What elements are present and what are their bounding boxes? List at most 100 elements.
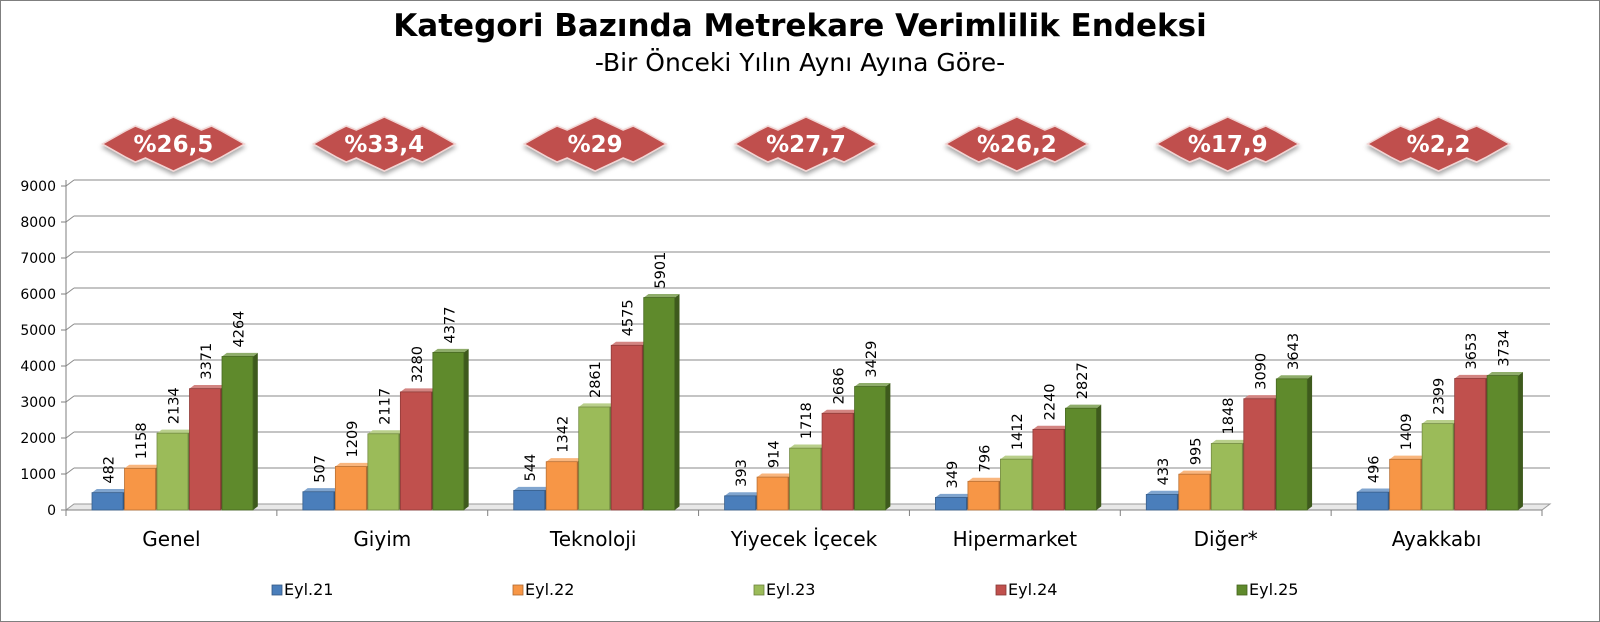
category-label: Teknoloji <box>549 527 637 551</box>
bar <box>821 412 854 511</box>
gridline-depth <box>65 359 75 367</box>
growth-badge-label: %26,5 <box>134 132 214 158</box>
growth-badge-label: %17,9 <box>1188 132 1268 158</box>
bar-value-label: 3371 <box>199 343 215 380</box>
legend-label: Eyl.21 <box>284 580 333 599</box>
bar-top <box>854 382 891 387</box>
bar-side <box>674 293 680 510</box>
bar-value-label: 349 <box>945 461 961 489</box>
bar-top <box>935 493 972 498</box>
bar <box>1000 458 1032 511</box>
y-tick-label: 4000 <box>20 359 56 375</box>
chart-subtitle: -Bir Önceki Yılın Aynı Ayına Göre- <box>594 48 1006 77</box>
bar-value-label: 2134 <box>167 387 183 424</box>
bar-top <box>546 458 583 462</box>
legend-swatch <box>271 584 283 596</box>
gridline-depth <box>65 467 75 475</box>
legend-swatch <box>995 584 1007 596</box>
bar <box>789 447 821 511</box>
bar <box>432 352 465 511</box>
category-label: Yiyecek İçecek <box>730 527 878 551</box>
bar-side <box>1307 375 1313 510</box>
growth-badge-label: %33,4 <box>344 132 424 158</box>
bars: 482 1158 2134 3371 4264 507 1209 2117 3280 4377 54… <box>91 252 1523 511</box>
growth-badge <box>522 116 668 172</box>
bar-value-label: 2240 <box>1042 383 1058 420</box>
bar <box>399 391 432 511</box>
bar <box>124 467 156 511</box>
bar-top <box>157 429 193 434</box>
growth-badges: %26,5 %33,4 %29 %27,7 %26,2 %17,9 %2,2 <box>100 116 1512 172</box>
bar-top <box>757 473 793 478</box>
bar-value-label: 3734 <box>1497 330 1513 367</box>
category-label: Ayakkabı <box>1392 527 1482 551</box>
bar-top <box>1276 375 1313 379</box>
bar <box>756 476 789 511</box>
growth-badge-label: %29 <box>568 132 623 158</box>
bar-value-label: 1412 <box>1010 413 1026 450</box>
growth-badge <box>944 116 1090 172</box>
bar-value-label: 496 <box>1367 455 1383 483</box>
bar-value-label: 1409 <box>1399 413 1415 450</box>
y-tick-label: 3000 <box>20 395 56 411</box>
growth-badge-label: %27,7 <box>766 132 846 158</box>
bar-value-label: 4575 <box>621 299 637 336</box>
legend-swatch <box>1236 584 1248 596</box>
growth-badge <box>311 116 457 172</box>
bar <box>1210 443 1243 511</box>
bar <box>1065 407 1097 511</box>
bar-top <box>1211 439 1248 444</box>
bar <box>334 466 367 511</box>
legend-label: Eyl.24 <box>1008 580 1057 599</box>
gridline-depth <box>65 179 75 187</box>
bar <box>643 297 676 511</box>
bar-value-label: 914 <box>767 440 783 468</box>
bar <box>578 406 611 511</box>
bar-top <box>92 489 128 493</box>
bar-top <box>1389 455 1426 460</box>
legend-label: Eyl.25 <box>1249 580 1298 599</box>
legend: Eyl.21 Eyl.22 Eyl.23 Eyl.24 Eyl.25 <box>271 580 1298 599</box>
gridline-depth <box>65 287 75 295</box>
growth-badge <box>100 116 246 172</box>
bar <box>513 490 546 511</box>
bar-top <box>967 477 1004 482</box>
bar <box>1145 494 1178 511</box>
bar <box>854 386 886 511</box>
growth-badge-label: %2,2 <box>1407 132 1471 158</box>
bar-value-label: 3643 <box>1286 333 1302 370</box>
gridline-depth <box>65 395 75 403</box>
bar-side <box>253 352 258 510</box>
bar-value-label: 3653 <box>1464 333 1480 370</box>
bar <box>221 356 254 511</box>
legend-swatch <box>753 584 765 596</box>
bar <box>156 432 189 511</box>
y-tick-label: 9000 <box>20 179 56 195</box>
bar-value-label: 433 <box>1156 458 1172 486</box>
chart-title: Kategori Bazında Metrekare Verimlilik En… <box>393 8 1207 44</box>
bar-top <box>1422 420 1458 424</box>
bar <box>189 388 221 511</box>
bar-top <box>724 492 761 496</box>
bar-value-label: 1158 <box>134 422 150 459</box>
bar <box>302 491 335 511</box>
category-label: Giyim <box>353 527 411 551</box>
bar <box>1389 458 1422 511</box>
bar-value-label: 4377 <box>442 307 458 344</box>
bar-top <box>1243 395 1280 399</box>
growth-badge <box>733 116 879 172</box>
bar-value-label: 2399 <box>1432 378 1448 415</box>
legend-label: Eyl.23 <box>766 580 815 599</box>
gridline-depth <box>65 431 75 439</box>
bar-top <box>1454 374 1491 379</box>
bar <box>1275 378 1308 511</box>
y-tick-label: 6000 <box>20 287 56 303</box>
legend-label: Eyl.22 <box>525 580 574 599</box>
bar-top <box>400 388 437 392</box>
bar-side <box>463 348 469 510</box>
bar <box>367 433 400 511</box>
bar-side <box>1096 404 1102 510</box>
bar-value-label: 544 <box>523 454 539 482</box>
category-label: Diğer* <box>1194 527 1258 551</box>
